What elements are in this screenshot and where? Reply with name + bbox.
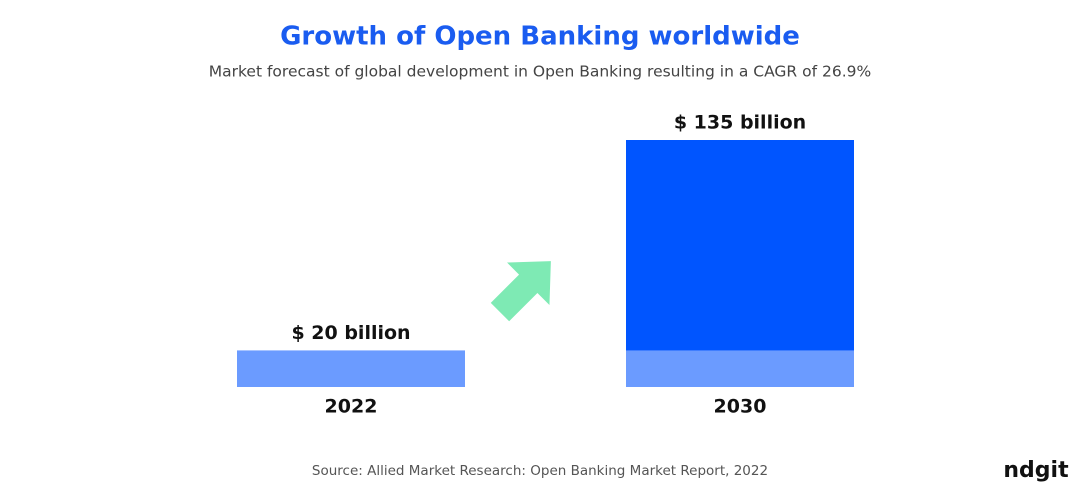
x-tick-label: 2030: [714, 396, 767, 418]
bar: [626, 140, 854, 387]
value-label: $ 20 billion: [291, 322, 410, 344]
arrow-shape: [490, 261, 551, 322]
previous-value-segment: [626, 350, 854, 387]
chart-title: Growth of Open Banking worldwide: [280, 22, 800, 52]
chart-subtitle: Market forecast of global development in…: [209, 63, 871, 81]
growth-arrow: [490, 261, 551, 322]
x-tick-label: 2022: [325, 396, 378, 418]
bar: [237, 350, 465, 387]
brand-logo: ndgit: [1003, 458, 1069, 483]
source: Source: Allied Market Research: Open Ban…: [312, 463, 768, 479]
value-label: $ 135 billion: [674, 112, 806, 134]
